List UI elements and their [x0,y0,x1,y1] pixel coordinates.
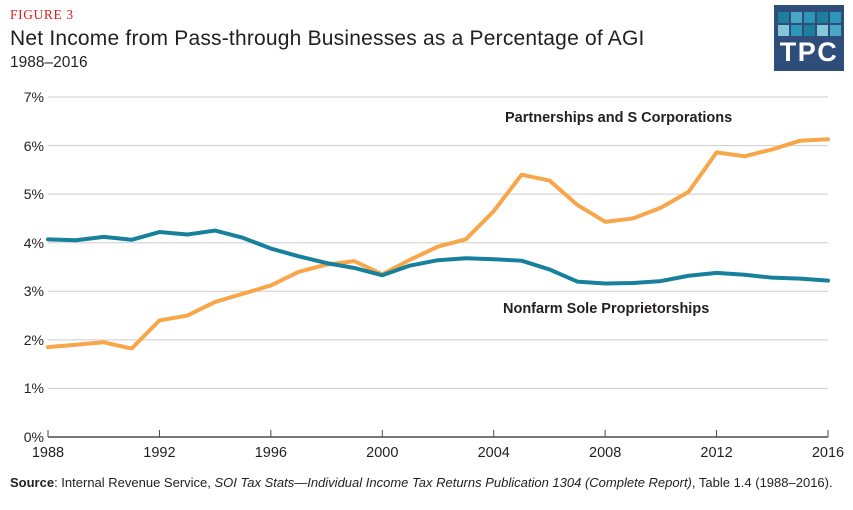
x-axis-label: 2000 [366,445,399,461]
source-label: Source [10,475,55,490]
tpc-logo: TPC [774,5,844,71]
x-axis-label: 2004 [477,445,510,461]
y-axis-label: 3% [23,283,44,300]
logo-square [816,25,828,36]
source-text: : Internal Revenue Service, [54,475,215,490]
y-axis-label: 5% [23,186,44,203]
logo-square [777,12,789,23]
line-chart [46,96,830,438]
y-axis-label: 7% [23,89,44,105]
y-axis-label: 0% [23,429,44,445]
logo-square [803,25,815,36]
logo-square [803,12,815,23]
tpc-logo-squares-grid [774,12,844,36]
x-axis-label: 2012 [700,445,733,461]
x-axis-label: 1992 [143,445,176,461]
series-label-partnerships: Partnerships and S Corporations [505,110,733,126]
page-title: Net Income from Pass-through Businesses … [10,27,645,50]
logo-square [816,12,828,23]
logo-square [829,25,841,36]
logo-square [829,12,841,23]
source-publication: SOI Tax Stats—Individual Income Tax Retu… [214,475,692,490]
page-subtitle: 1988–2016 [10,54,88,71]
y-axis-label: 4% [23,234,44,251]
figure-label: FIGURE 3 [10,7,74,22]
logo-square [777,25,789,36]
x-axis-label: 1988 [31,445,65,461]
x-axis-label: 2008 [589,445,622,461]
y-axis-label: 2% [23,331,44,348]
x-axis-label: 2016 [811,445,845,461]
logo-square [790,12,802,23]
logo-square [790,25,802,36]
tpc-logo-text: TPC [779,37,839,67]
source-note: Source: Internal Revenue Service, SOI Ta… [10,474,839,493]
y-axis-label: 6% [23,137,44,154]
y-axis-label: 1% [23,380,44,397]
source-tail: , Table 1.4 (1988–2016). [691,475,833,490]
x-axis-label: 1996 [254,445,287,461]
series-label-sole-proprietorships: Nonfarm Sole Proprietorships [503,301,710,317]
